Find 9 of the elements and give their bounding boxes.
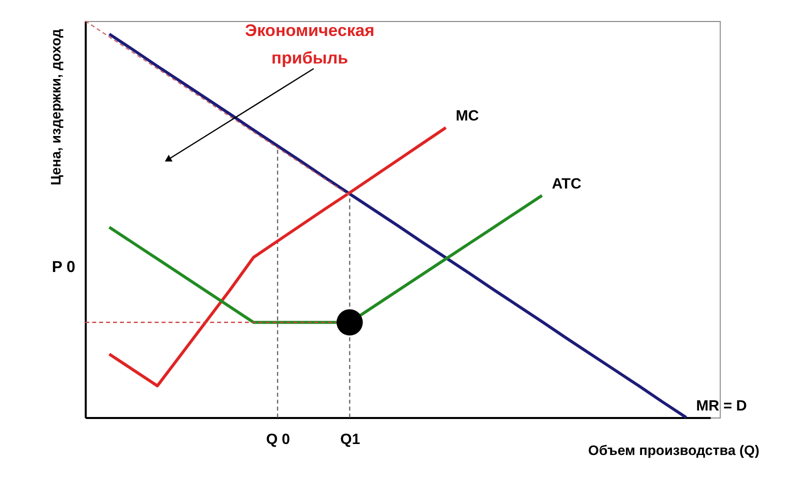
y-axis-title: Цена, издержки, доход (47, 28, 64, 186)
series-label: MC (456, 108, 480, 125)
series-label: MR = D (696, 398, 748, 415)
x-tick-label: Q1 (340, 432, 360, 448)
x-axis-title: Объем производства (Q) (588, 442, 760, 458)
x-tick-label: Q 0 (266, 432, 290, 448)
annotation: Экономическая прибыль (244, 20, 374, 68)
text: P 0 (52, 258, 76, 276)
series-label: ATC (552, 176, 582, 193)
